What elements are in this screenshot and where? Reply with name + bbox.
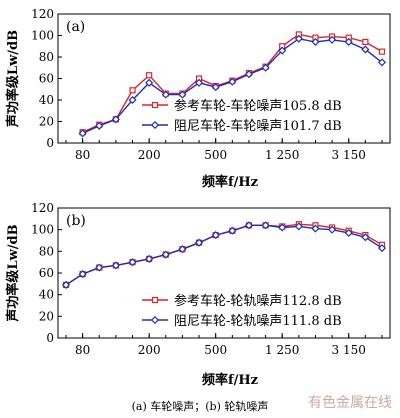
data-point — [377, 58, 387, 67]
data-point — [145, 78, 154, 87]
data-point — [228, 77, 237, 86]
y-tick-label: 60 — [39, 72, 54, 86]
data-point — [61, 280, 71, 289]
data-point — [328, 225, 337, 234]
data-point — [111, 115, 120, 124]
data-point — [146, 72, 153, 79]
data-point — [145, 254, 154, 263]
x-tick-label: 1 250 — [265, 148, 299, 162]
x-tick-label: 80 — [75, 148, 90, 162]
data-point — [344, 37, 353, 46]
series-1 — [61, 221, 387, 289]
data-point — [278, 223, 287, 232]
y-tick-label: 120 — [31, 7, 54, 21]
x-tick-label: 200 — [138, 343, 161, 357]
legend-entry: 参考车轮-车轮噪声105.8 dB — [174, 98, 342, 114]
data-point — [195, 238, 204, 247]
data-point — [78, 129, 87, 138]
watermark: 有色金属在线 — [308, 395, 392, 411]
x-tick-label: 500 — [204, 148, 227, 162]
y-tick-label: 80 — [39, 50, 54, 64]
data-point — [228, 226, 237, 235]
data-point — [294, 222, 303, 231]
data-point — [161, 90, 170, 99]
data-point — [344, 228, 353, 237]
data-point — [128, 258, 137, 267]
y-tick-label: 0 — [46, 331, 54, 345]
series-0 — [62, 221, 386, 289]
panel-label: (a) — [66, 19, 85, 35]
data-point — [161, 250, 170, 259]
data-point — [111, 261, 120, 270]
y-tick-label: 40 — [39, 288, 54, 302]
legend: 参考车轮-车轮噪声105.8 dB 阻尼车轮-车轮噪声101.7 dB — [142, 98, 342, 134]
data-point — [311, 37, 320, 46]
panel-a: 0 20 40 60 80 100 120 80 200 500 1 250 3 150 频率f/Hz 声… — [5, 7, 391, 190]
data-point — [294, 34, 303, 43]
panel-b: 0 20 40 60 80 100 120 80 200 500 1 250 3 150 频率f/Hz 声… — [5, 201, 391, 388]
legend-marker — [150, 120, 160, 130]
legend-entry: 阻尼车轮-车轮噪声101.7 dB — [174, 118, 342, 134]
x-axis-label: 频率f/Hz — [202, 372, 258, 388]
legend-entry: 参考车轮-轮轨噪声112.8 dB — [174, 293, 342, 309]
y-tick-label: 20 — [39, 115, 54, 129]
data-point — [78, 270, 87, 279]
data-point — [244, 221, 253, 230]
data-point — [278, 46, 287, 55]
data-point — [378, 48, 386, 55]
caption: (a) 车轮噪声；(b) 轮轨噪声 — [131, 400, 269, 413]
x-tick-label: 3 150 — [332, 148, 366, 162]
data-point — [261, 221, 270, 230]
legend-entry: 阻尼车轮-轮轨噪声111.8 dB — [174, 313, 342, 329]
data-point — [178, 90, 187, 99]
x-tick-label: 200 — [138, 148, 161, 162]
legend: 参考车轮-轮轨噪声112.8 dB 阻尼车轮-轮轨噪声111.8 dB — [142, 293, 342, 329]
data-point — [95, 263, 104, 272]
y-axis-label: 声功率级Lw/dB — [5, 224, 21, 322]
data-point — [211, 231, 220, 240]
x-axis-label: 频率f/Hz — [202, 174, 258, 190]
x-tick-label: 80 — [75, 343, 90, 357]
y-tick-label: 100 — [31, 29, 54, 43]
y-axis-label: 声功率级Lw/dB — [5, 30, 21, 128]
legend-marker — [150, 315, 160, 325]
y-tick-label: 80 — [39, 244, 54, 258]
data-point — [211, 83, 220, 92]
data-point — [129, 87, 136, 94]
y-tick-label: 100 — [31, 223, 54, 237]
data-point — [178, 245, 187, 254]
data-point — [362, 38, 369, 46]
y-tick-label: 60 — [39, 266, 54, 280]
x-tick-label: 1 250 — [265, 343, 299, 357]
legend-marker — [151, 296, 159, 304]
data-point — [128, 95, 137, 105]
series-line — [65, 224, 383, 286]
data-point — [95, 121, 104, 130]
legend-marker — [151, 101, 159, 109]
data-point — [244, 70, 253, 79]
x-tick-label: 3 150 — [332, 343, 366, 357]
y-tick-label: 0 — [46, 136, 54, 150]
data-point — [195, 78, 204, 87]
data-point — [311, 224, 320, 233]
data-point — [377, 244, 387, 253]
data-point — [261, 63, 270, 72]
data-point — [328, 35, 337, 44]
y-tick-label: 20 — [39, 309, 54, 323]
data-point — [361, 45, 370, 54]
data-point — [361, 233, 370, 242]
y-tick-label: 120 — [31, 201, 54, 215]
y-tick-label: 40 — [39, 93, 54, 107]
x-tick-label: 500 — [204, 343, 227, 357]
series-1 — [78, 34, 387, 138]
panel-label: (b) — [66, 213, 86, 229]
